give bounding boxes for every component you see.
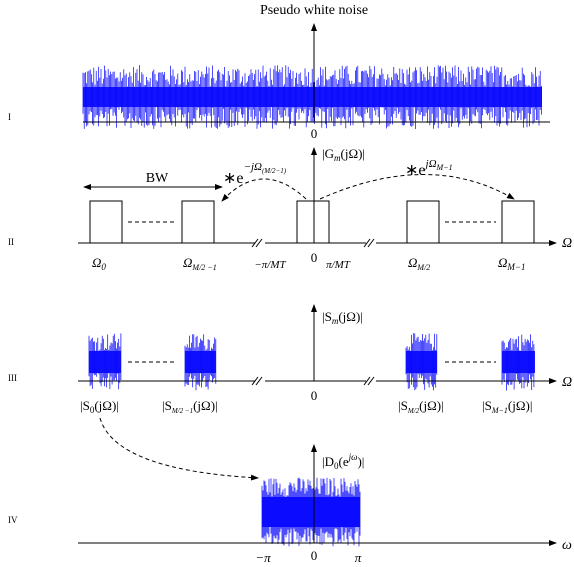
axis-break-mark	[255, 238, 263, 248]
white-noise-trace	[82, 65, 542, 129]
row-label-iii: III	[8, 373, 17, 383]
tick-omega-0: Ω0	[92, 255, 106, 272]
subband-0-spikes	[88, 333, 122, 390]
row-2-magnitude-label: |Gm(jΩ)|	[322, 146, 365, 163]
band-label-s-m-minus-1: |SM−1(jΩ)|	[482, 398, 532, 415]
axis-break-mark	[363, 238, 371, 248]
row-4-pi: π	[355, 550, 362, 565]
right-modulation-label: ∗ejΩM−1	[405, 158, 453, 179]
band-label-s0: |S0(jΩ)|	[80, 398, 119, 415]
row-label-iv: IV	[8, 515, 18, 525]
tick-omega-m2-minus-1: ΩM/2 −1	[183, 255, 217, 272]
subband-noise-blocks	[88, 333, 535, 391]
band-label-s-m2: |SM/2(jΩ)|	[398, 398, 444, 415]
row-label-ii: II	[8, 237, 14, 247]
axis-break-mark	[255, 376, 263, 386]
subband-m2-minus-1-spikes	[184, 334, 217, 391]
filter-box-m-minus-1	[501, 200, 535, 244]
row-4-axis-label: ω	[562, 538, 572, 553]
tick-neg-pi-over-mt: −π/MT	[254, 259, 286, 271]
subband-m2-spikes	[405, 333, 438, 391]
row-label-i: I	[8, 112, 11, 122]
row-3-subband-signals: |Sm(jΩ)| Ω 0 |S0(jΩ)| |SM/2 −1(jΩ)| |SM/…	[78, 304, 572, 481]
filter-box-prototype	[296, 200, 330, 244]
axis-break-mark	[367, 376, 375, 386]
row-2-origin: 0	[311, 250, 318, 265]
modulation-arrow-right	[319, 174, 515, 200]
tick-omega-m2: ΩM/2	[408, 255, 430, 272]
filter-box-m2-minus-1	[181, 200, 215, 244]
decimated-spikes	[261, 477, 361, 547]
row-1-white-noise: Pseudo white noise 0	[82, 3, 550, 141]
row-3-origin: 0	[311, 388, 318, 403]
axis-break-mark	[251, 238, 259, 248]
row-3-magnitude-label: |Sm(jΩ)|	[322, 309, 363, 326]
tick-pi-over-mt: π/MT	[326, 259, 351, 271]
row-3-axis-label: Ω	[562, 375, 572, 390]
row-4-magnitude-label: |D0(ejω)|	[322, 452, 364, 471]
tick-omega-m-minus-1: ΩM−1	[498, 255, 525, 272]
band-label-s-m2-minus-1: |SM/2 −1(jΩ)|	[162, 398, 218, 415]
modulation-arrow-left	[221, 178, 307, 202]
filter-box-m2	[406, 200, 440, 244]
axis-break-mark	[363, 376, 371, 386]
decimation-arrow	[99, 417, 259, 481]
decimated-noise-block	[261, 477, 361, 547]
subband-m-minus-1-spikes	[501, 334, 535, 391]
bandwidth-label: BW	[146, 171, 169, 186]
axis-break-mark	[251, 376, 259, 386]
row-2-filters: |Gm(jΩ)| Ω BW ∗e−jΩ(M/2−1) ∗ejΩM−1 Ω0 ΩM…	[78, 146, 572, 272]
row-1-title: Pseudo white noise	[260, 3, 368, 18]
row-4-neg-pi: −π	[255, 550, 271, 565]
row-4-decimated-signal: |D0(ejω)| ω 0 −π π	[78, 444, 572, 565]
row-4-origin: 0	[311, 548, 318, 563]
left-modulation-label: ∗e−jΩ(M/2−1)	[223, 161, 287, 187]
white-noise-spikes	[82, 65, 542, 129]
row-1-origin: 0	[311, 126, 318, 141]
filter-box-0	[89, 200, 123, 244]
row-2-axis-label: Ω	[562, 236, 572, 251]
axis-break-mark	[367, 238, 375, 248]
